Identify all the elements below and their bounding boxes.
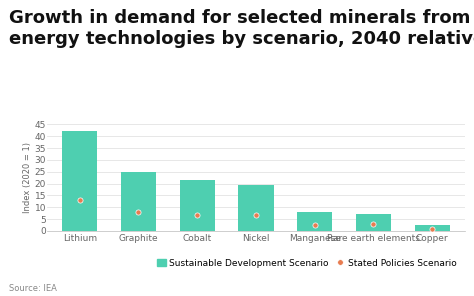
Bar: [238, 185, 273, 231]
Bar: [415, 225, 450, 231]
Point: [193, 213, 201, 218]
Text: Source: IEA: Source: IEA: [9, 284, 57, 293]
Point: [252, 213, 260, 218]
Point: [428, 226, 436, 231]
Bar: [121, 172, 156, 231]
Bar: [297, 212, 332, 231]
Text: Growth in demand for selected minerals from clean
energy technologies by scenari: Growth in demand for selected minerals f…: [9, 9, 474, 48]
Y-axis label: Index (2020 = 1): Index (2020 = 1): [23, 142, 32, 213]
Bar: [180, 180, 215, 231]
Bar: [356, 214, 391, 231]
Point: [76, 198, 83, 202]
Point: [311, 223, 319, 227]
Point: [370, 221, 377, 226]
Bar: [62, 131, 97, 231]
Legend: Sustainable Development Scenario, Stated Policies Scenario: Sustainable Development Scenario, Stated…: [154, 255, 460, 271]
Point: [135, 210, 142, 214]
